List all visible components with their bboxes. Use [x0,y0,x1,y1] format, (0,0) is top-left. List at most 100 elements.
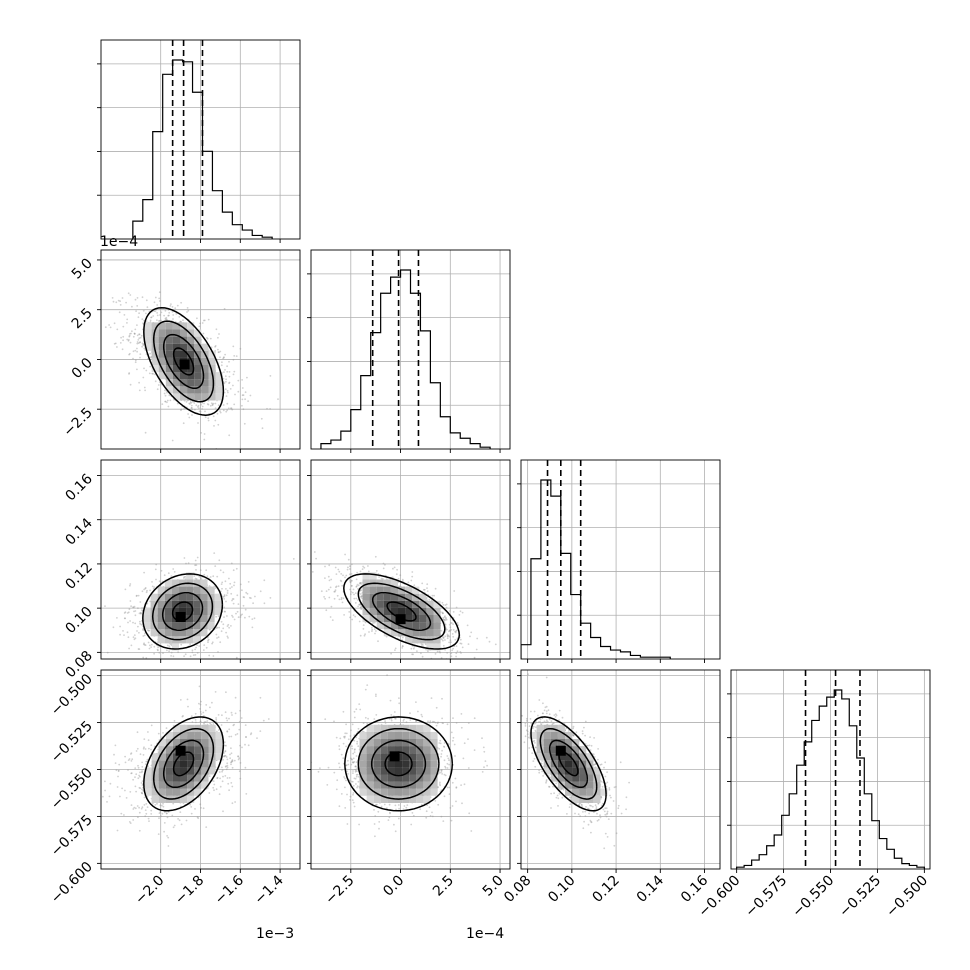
density-cell [215,386,223,394]
sample-point [149,644,151,647]
sample-point [355,578,358,581]
density-cell [201,343,209,351]
sample-point [180,643,183,646]
density-cell [157,607,165,615]
density-cell [172,379,180,387]
sample-point [166,318,168,321]
sample-point [99,785,101,787]
sample-point [122,335,125,338]
sample-point [211,404,214,407]
sample-point [434,653,437,655]
sample-point [324,565,326,568]
sample-point [224,580,227,583]
sample-point [458,614,461,616]
sample-point [349,568,351,570]
sample-point [348,573,351,576]
sample-point [444,619,446,622]
sample-point [349,565,351,568]
sample-point [168,660,170,662]
panel-1-1 [307,249,511,453]
sample-point [164,317,167,320]
sample-point [226,402,229,405]
sample-point [232,358,235,361]
sample-point [160,569,163,572]
density-cell [390,579,398,587]
sample-point [225,594,228,597]
contour-line [151,582,214,641]
sample-point [144,431,147,434]
sample-point [143,644,146,646]
sample-point [228,789,231,792]
sample-point [128,334,131,337]
sample-point [359,634,362,637]
sample-point [184,653,187,656]
sample-point [199,322,202,325]
sample-point [104,605,106,607]
sample-point [140,612,142,614]
density-cell [215,379,223,387]
density-cell [194,393,202,401]
sample-point [457,624,460,626]
sample-point [215,328,218,331]
sample-point [172,655,175,658]
sample-point [228,626,231,629]
sample-point [440,657,443,659]
sample-point [153,645,156,648]
sample-point [123,314,126,316]
density-cell [151,336,159,344]
sample-point [131,330,133,333]
density-cell [376,607,384,615]
sample-point [217,615,220,617]
panel-content [311,551,497,659]
density-cell [390,586,398,594]
sample-point [225,410,228,413]
density-cell [194,350,202,358]
sample-point [130,753,132,755]
sample-point [126,631,129,634]
sample-point [166,401,168,404]
sample-point [215,627,218,629]
density-cell [172,393,180,401]
sample-point [142,344,145,347]
sample-point [204,416,207,419]
sample-point [170,575,173,577]
sample-point [172,318,174,320]
sample-point [208,654,211,657]
sample-point [156,648,159,651]
density-cell [150,600,158,608]
panel-border [310,459,511,660]
sample-point [452,629,455,631]
density-cell [215,372,223,380]
sample-point [204,410,206,413]
sample-point [227,637,229,639]
sample-point [134,614,137,617]
sample-point [133,605,136,608]
sample-point [165,318,167,321]
sample-point [133,610,135,613]
sample-point [250,597,252,599]
sample-point [146,589,148,592]
sample-point [452,611,455,613]
sample-point [249,733,252,736]
density-cell [383,622,391,630]
sample-point [442,636,445,639]
sample-point [208,585,211,587]
sample-point [356,583,359,586]
sample-point [209,706,211,709]
density-cell [376,615,384,623]
density-cell [158,350,166,358]
sample-point [124,588,127,591]
sample-point [374,632,376,635]
density-cell [179,607,187,615]
sample-point [132,350,135,353]
sample-point [360,595,363,598]
sample-point [340,596,343,599]
sample-point [330,578,333,581]
sample-point [149,365,152,368]
sample-point [192,401,194,403]
density-cell [194,357,202,365]
density-cell [164,579,172,587]
density-cell [172,343,180,351]
sample-point [196,406,199,408]
sample-point [154,373,156,376]
